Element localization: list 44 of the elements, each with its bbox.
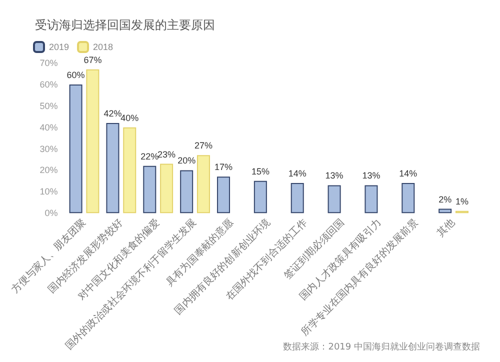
y-tick-label: 10%: [40, 186, 58, 197]
legend-label: 2018: [93, 42, 114, 52]
bar: [217, 176, 230, 214]
bar: [180, 170, 194, 214]
data-label: 13%: [325, 170, 344, 181]
y-tick-label: 20%: [40, 165, 58, 176]
x-tick-label: 其他: [434, 216, 458, 240]
chart-title: 受访海归选择回国发展的主要原因: [35, 18, 215, 32]
bar: [69, 84, 82, 214]
bar: [290, 183, 304, 214]
bar: [438, 208, 452, 214]
data-label: 17%: [214, 162, 233, 172]
bar: [364, 185, 378, 214]
data-label: 22%: [140, 151, 159, 162]
bar: [143, 166, 156, 214]
y-tick-label: 0%: [44, 208, 58, 218]
y-tick-label: 30%: [40, 144, 58, 154]
data-label: 14%: [399, 168, 418, 179]
data-label: 40%: [120, 112, 139, 123]
data-label: 23%: [158, 149, 176, 160]
source-note: 数据来源：2019 中国海归就业创业问卷调查数据: [283, 342, 480, 352]
y-tick-label: 60%: [40, 79, 58, 90]
bar: [86, 69, 100, 214]
data-label: 14%: [288, 168, 306, 179]
data-label: 15%: [251, 166, 270, 176]
data-label: 42%: [104, 108, 122, 119]
data-label: 60%: [66, 70, 85, 80]
bar: [196, 155, 210, 214]
data-label: 27%: [194, 140, 212, 151]
bar: [106, 123, 120, 214]
data-label: 1%: [455, 196, 468, 206]
data-label: 20%: [178, 156, 196, 166]
bar: [402, 183, 415, 214]
legend-label: 2019: [49, 42, 70, 52]
y-tick-label: 50%: [40, 100, 58, 111]
y-tick-label: 70%: [40, 58, 58, 68]
y-tick-label: 40%: [40, 122, 58, 132]
bar: [328, 185, 341, 214]
bar: [254, 180, 267, 214]
data-label: 2%: [438, 194, 452, 204]
bar: [160, 164, 174, 214]
bar: [123, 127, 136, 214]
data-label: 67%: [84, 54, 102, 65]
data-label: 13%: [362, 170, 380, 181]
